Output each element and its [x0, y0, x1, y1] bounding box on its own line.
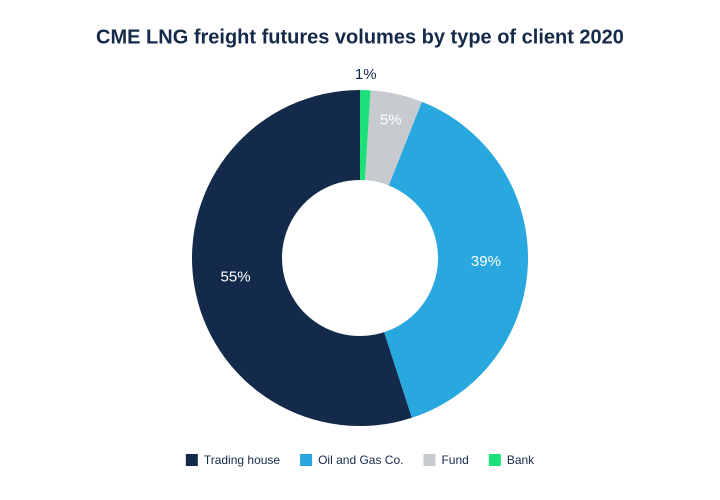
donut-slice	[360, 90, 371, 181]
value-label: 5%	[380, 111, 402, 128]
value-label: 55%	[221, 269, 251, 286]
legend-swatch	[423, 454, 436, 466]
donut-slice	[192, 90, 412, 426]
value-label: 39%	[471, 253, 501, 270]
legend-text: Bank	[507, 453, 535, 467]
legend-text: Fund	[441, 453, 468, 467]
donut-slice	[364, 90, 422, 186]
chart-title: CME LNG freight futures volumes by type …	[96, 26, 624, 48]
legend-text: Oil and Gas Co.	[318, 453, 403, 467]
legend-swatch	[300, 454, 313, 466]
legend-swatch	[488, 454, 501, 466]
value-label: 1%	[355, 66, 377, 83]
legend-swatch	[185, 454, 198, 466]
legend-text: Trading house	[204, 453, 281, 467]
donut-slice	[384, 101, 528, 418]
